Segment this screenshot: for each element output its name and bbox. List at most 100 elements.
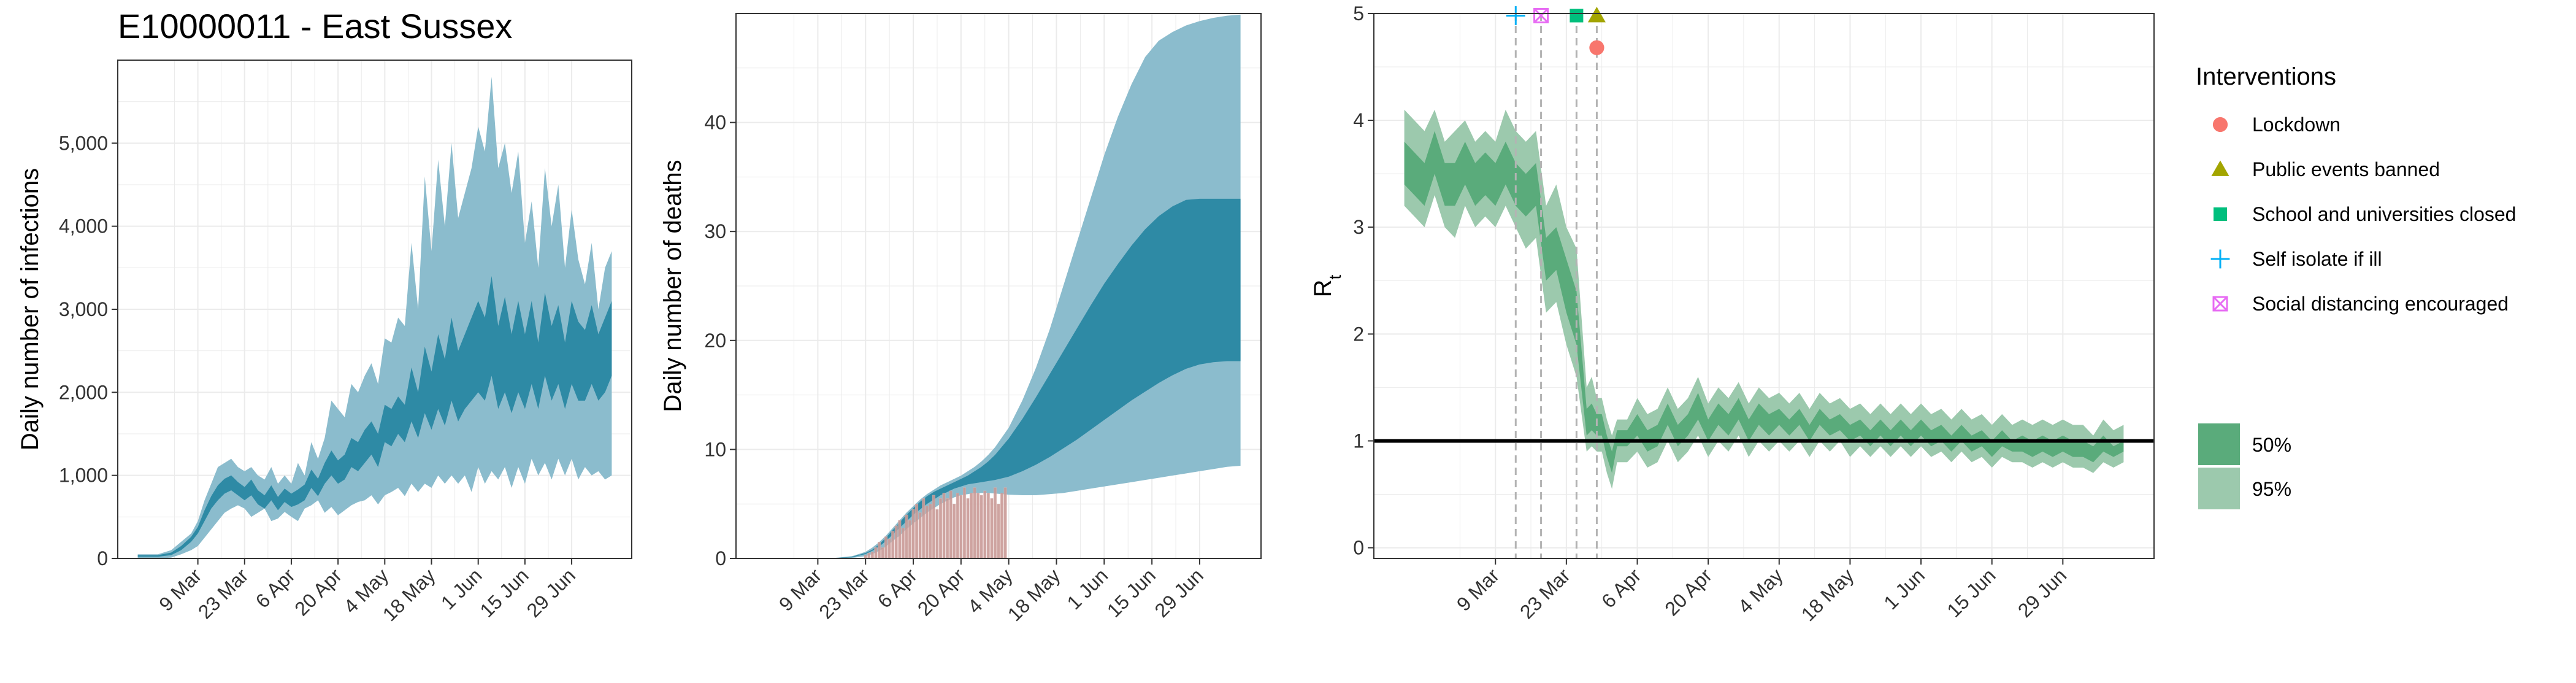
y-tick-label: 0 — [97, 547, 108, 569]
x-tick-label: 15 Jun — [475, 564, 532, 621]
legend-item: Self isolate if ill — [2210, 248, 2382, 270]
observed-death-bar — [966, 498, 970, 558]
y-tick-label: 2,000 — [59, 381, 108, 403]
y-axis-label-subscript: t — [1325, 274, 1344, 279]
legend-item-label: School and universities closed — [2252, 203, 2516, 225]
ci-legend-label: 50% — [2252, 434, 2291, 456]
x-tick-label: 20 Apr — [1660, 564, 1716, 620]
plus-icon — [2210, 249, 2230, 269]
gridlines — [1374, 13, 2154, 558]
ci-legend-item: 95% — [2198, 468, 2291, 509]
ci-swatch — [2198, 468, 2240, 509]
observed-death-bar — [870, 552, 874, 558]
boxed-x-icon — [2212, 296, 2228, 312]
y-tick-label: 5 — [1353, 2, 1364, 25]
observed-death-bar — [898, 520, 902, 558]
y-tick-label: 1 — [1353, 430, 1364, 452]
x-tick-label: 29 Jun — [1151, 564, 1208, 621]
rt-panel: 0 1 2 3 4 5 9 Mar 23 Mar 6 Apr 20 Apr 4 May 18 May 1… — [1309, 2, 2155, 625]
ci-legend: 50% 95% — [2198, 423, 2291, 509]
intervention-markers — [1506, 6, 1606, 55]
y-tick-label: 10 — [704, 438, 726, 460]
x-tick-label: 29 Jun — [2014, 564, 2071, 621]
panel-border — [735, 13, 1262, 559]
observed-death-bar — [1003, 487, 1007, 558]
x-tick-label: 20 Apr — [913, 564, 969, 620]
legend-item: Social distancing encouraged — [2212, 293, 2509, 315]
observed-death-bar — [877, 542, 881, 558]
ci-swatch — [2198, 423, 2240, 465]
y-axis-label-main: R — [1309, 279, 1336, 297]
legend-item-label: Social distancing encouraged — [2252, 293, 2509, 315]
observed-death-bar — [867, 552, 871, 558]
circle-marker — [1589, 40, 1604, 55]
boxed-x-frame — [1533, 7, 1549, 23]
observed-death-bar — [918, 512, 922, 558]
boxed-x-marker — [1533, 7, 1549, 23]
x-tick-label: 18 May — [1797, 564, 1858, 625]
observed-death-bar — [929, 503, 932, 558]
observed-death-bar — [983, 490, 987, 558]
intervention-lines — [1514, 14, 1598, 558]
observed-death-bar — [970, 493, 973, 558]
x-tick-label: 23 Mar — [815, 564, 873, 623]
y-tick-label: 0 — [715, 547, 726, 569]
observed-death-bar — [891, 531, 895, 558]
observed-death-bar — [881, 547, 884, 558]
observed-death-bar — [901, 528, 905, 558]
observed-death-bar — [935, 509, 939, 558]
observed-death-bar — [979, 495, 983, 558]
y-tick-label: 0 — [1353, 537, 1364, 559]
legend-item: Lockdown — [2212, 114, 2340, 136]
y-axis-label-main: Daily number of deaths — [659, 160, 686, 412]
observed-death-bar — [874, 547, 878, 558]
band-50 — [1404, 131, 2124, 473]
x-tick-label: 29 Jun — [523, 564, 580, 621]
triangle-icon — [2211, 160, 2229, 176]
y-axis-label: Daily number of infections — [17, 168, 44, 450]
legend-item-label: Public events banned — [2252, 158, 2440, 180]
y-axis-label: Rt — [1309, 274, 1344, 297]
observed-death-bar — [993, 487, 997, 558]
observed-death-bar — [953, 503, 956, 558]
band-95 — [137, 77, 612, 558]
observed-death-bar — [1000, 493, 1004, 558]
legend-item: School and universities closed — [2214, 203, 2516, 225]
y-tick-label: 4,000 — [59, 215, 108, 237]
observed-death-bar — [962, 487, 966, 558]
y-tick-label: 30 — [704, 220, 726, 242]
boxed-x-stroke-b — [1533, 8, 1549, 23]
observed-death-bar — [946, 498, 949, 558]
interventions-legend-title: Interventions — [2196, 63, 2336, 90]
plot-area — [1374, 14, 2154, 558]
circle-icon — [2212, 117, 2228, 133]
y-tick-label: 3 — [1353, 216, 1364, 238]
observed-death-bar — [976, 493, 980, 558]
observed-death-bar — [922, 498, 926, 558]
triangle-marker — [1587, 6, 1606, 23]
y-tick-label: 3,000 — [59, 298, 108, 320]
band-95 — [756, 14, 1241, 558]
y-axis-label: Daily number of deaths — [659, 160, 686, 412]
observed-death-bar — [884, 536, 888, 558]
plus-marker — [1506, 6, 1525, 25]
observed-death-bar — [908, 520, 911, 558]
legend-item-label: Self isolate if ill — [2252, 248, 2382, 270]
y-tick-label: 5,000 — [59, 132, 108, 154]
y-tick-label: 20 — [704, 330, 726, 352]
observed-deaths-bars — [864, 487, 1007, 558]
x-tick-label: 4 May — [1734, 564, 1787, 617]
x-tick-label: 20 Apr — [290, 564, 346, 620]
ci-legend-item: 50% — [2198, 423, 2291, 465]
x-tick-label: 23 Mar — [194, 564, 253, 623]
observed-death-bar — [915, 503, 919, 558]
ci-legend-label: 95% — [2252, 478, 2291, 500]
observed-death-bar — [925, 506, 929, 558]
x-tick-label: 9 Mar — [1452, 564, 1504, 615]
x-tick-label: 6 Apr — [1597, 564, 1646, 612]
observed-death-bar — [932, 495, 935, 558]
observed-death-bar — [949, 490, 953, 558]
